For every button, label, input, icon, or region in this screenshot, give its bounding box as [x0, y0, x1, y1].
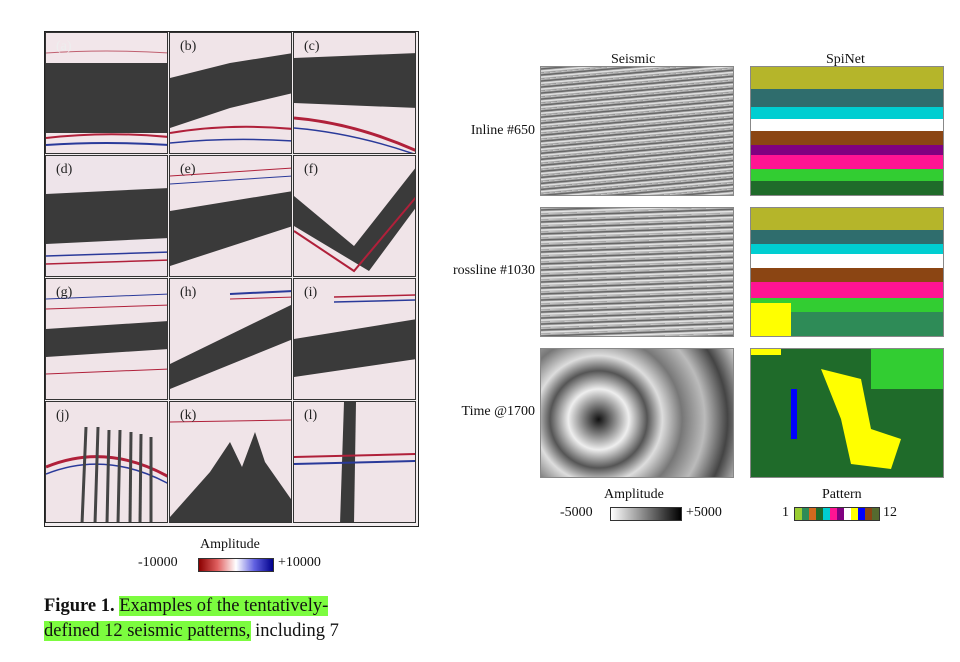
col-title-seismic: Seismic: [611, 52, 656, 67]
pattern-k-image: [170, 402, 291, 522]
pattern-swatch-2: [802, 508, 809, 520]
seismic-crossline-image: [540, 207, 734, 337]
pattern-c-image: [294, 33, 415, 153]
tile-label: (l): [304, 408, 318, 423]
seismic-time-image: [540, 348, 734, 478]
pattern-min: 1: [782, 505, 789, 520]
pattern-tile-l: (l): [293, 401, 416, 523]
pattern-j-image: [46, 402, 167, 522]
tile-label: (j): [56, 408, 70, 423]
tile-label: (c): [304, 39, 320, 54]
pattern-max: 12: [883, 505, 897, 520]
pattern-swatch-3: [809, 508, 816, 520]
pattern-h-image: [170, 279, 291, 399]
tile-label: (b): [180, 39, 197, 54]
pattern-tile-c: (c): [293, 32, 416, 154]
pattern-tile-e: (e): [169, 155, 292, 277]
tile-label: (h): [180, 285, 197, 300]
pattern-swatch-10: [858, 508, 865, 520]
pattern-swatch-11: [865, 508, 872, 520]
tile-label: (e): [180, 162, 196, 177]
tile-label: (k): [180, 408, 197, 423]
pattern-a-image: [46, 33, 167, 153]
seismic-pattern-grid: (a) (b) (c) (d): [44, 31, 419, 527]
spinet-crossline-image: [750, 207, 944, 337]
pattern-title: Pattern: [822, 487, 862, 502]
row-label-inline: Inline #650: [470, 123, 535, 138]
left-colorbar-title: Amplitude: [200, 537, 260, 552]
right-amplitude-bar: [610, 507, 682, 521]
pattern-swatch-12: [872, 508, 879, 520]
caption-label: Figure 1.: [44, 596, 115, 616]
left-colorbar: [198, 558, 274, 572]
seismic-inline-image: [540, 66, 734, 196]
tile-label: (i): [304, 285, 318, 300]
pattern-swatch-6: [830, 508, 837, 520]
pattern-e-image: [170, 156, 291, 276]
right-amplitude-min: -5000: [560, 505, 593, 520]
tile-label: (a): [56, 39, 72, 54]
pattern-tile-k: (k): [169, 401, 292, 523]
row-label-time: Time @1700: [461, 404, 535, 419]
tile-label: (f): [304, 162, 318, 177]
spinet-inline-image: [750, 66, 944, 196]
pattern-i-image: [294, 279, 415, 399]
caption-highlight-1: Examples of the tentatively-: [119, 596, 329, 616]
pattern-d-image: [46, 156, 167, 276]
pattern-g-image: [46, 279, 167, 399]
left-colorbar-min: -10000: [138, 555, 178, 570]
col-title-spinet: SpiNet: [826, 52, 865, 67]
caption-rest: including 7: [255, 621, 339, 641]
pattern-l-image: [294, 402, 415, 522]
pattern-swatch-8: [844, 508, 851, 520]
tile-label: (d): [56, 162, 73, 177]
pattern-tile-f: (f): [293, 155, 416, 277]
left-colorbar-max: +10000: [278, 555, 321, 570]
pattern-swatch-9: [851, 508, 858, 520]
pattern-tile-g: (g): [45, 278, 168, 400]
caption-highlight-2: defined 12 seismic patterns,: [44, 621, 251, 641]
pattern-swatch-5: [823, 508, 830, 520]
pattern-colorbar: [794, 507, 880, 521]
pattern-tile-d: (d): [45, 155, 168, 277]
pattern-tile-h: (h): [169, 278, 292, 400]
spinet-inline-map: [751, 67, 943, 195]
row-label-crossline: rossline #1030: [452, 263, 535, 278]
pattern-f-image: [294, 156, 415, 276]
pattern-tile-a: (a): [45, 32, 168, 154]
pattern-swatch-4: [816, 508, 823, 520]
figure-caption: Figure 1. Examples of the tentatively- d…: [44, 594, 424, 644]
spinet-time-image: [750, 348, 944, 478]
pattern-b-image: [170, 33, 291, 153]
pattern-swatch-7: [837, 508, 844, 520]
right-amplitude-title: Amplitude: [604, 487, 664, 502]
pattern-tile-b: (b): [169, 32, 292, 154]
tile-label: (g): [56, 285, 73, 300]
spinet-time-map: [751, 349, 943, 477]
pattern-tile-j: (j): [45, 401, 168, 523]
pattern-swatch-1: [795, 508, 802, 520]
right-amplitude-max: +5000: [686, 505, 722, 520]
pattern-tile-i: (i): [293, 278, 416, 400]
spinet-crossline-map: [751, 208, 943, 336]
